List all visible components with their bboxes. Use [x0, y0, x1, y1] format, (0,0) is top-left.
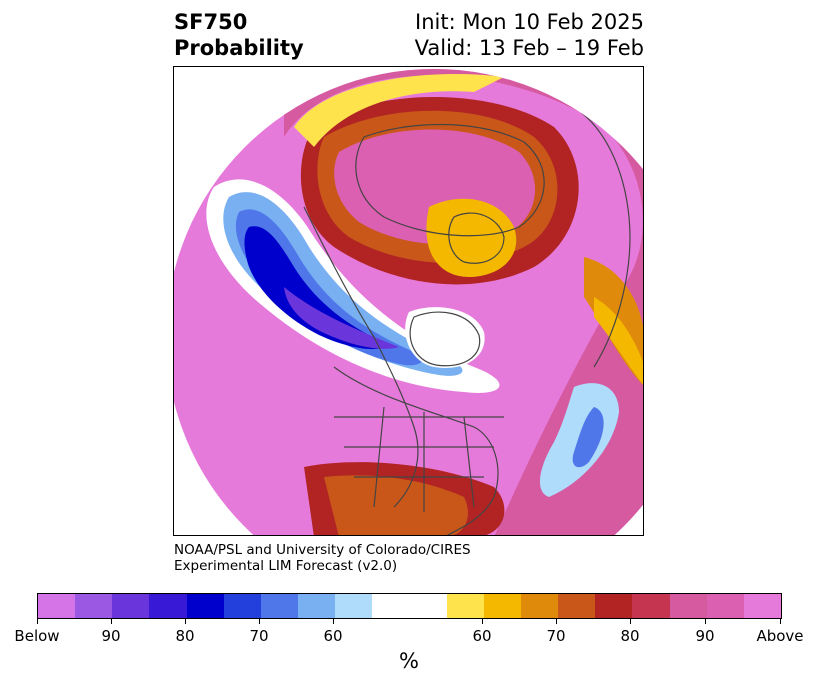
- colorbar-segment: [112, 594, 150, 618]
- colorbar-segment: [38, 594, 76, 618]
- colorbar-unit: %: [399, 649, 419, 673]
- north-rim-yellow: [294, 74, 504, 147]
- colorbar-tickmark: [705, 619, 706, 624]
- atlantic-blue-core: [572, 407, 604, 468]
- pole-white: [405, 307, 485, 368]
- credit-text: NOAA/PSL and University of Colorado/CIRE…: [174, 542, 471, 574]
- colorbar-segment: [595, 594, 633, 618]
- colorbar-segment: [706, 594, 744, 618]
- colorbar-segment: [632, 594, 670, 618]
- colorbar-segment: [372, 594, 447, 618]
- colorbar-tick-label: 70: [249, 627, 269, 645]
- colorbar-tickmark: [333, 619, 334, 624]
- colorbar-segment: [483, 594, 522, 618]
- colorbar-tick-label: 80: [620, 627, 640, 645]
- variable-name: SF750: [174, 10, 248, 34]
- colorbar-segment: [75, 594, 113, 618]
- colorbar-segment: [521, 594, 559, 618]
- title-left: SF750 Probability: [174, 9, 304, 61]
- colorbar-tick-label: 80: [175, 627, 195, 645]
- colorbar-segment: [446, 594, 484, 618]
- colorbar-tickmark: [185, 619, 186, 624]
- colorbar-segment: [260, 594, 299, 618]
- colorbar-tickmark: [556, 619, 557, 624]
- colorbar-tick-label: Above: [756, 627, 804, 645]
- colorbar-tick-label: 60: [472, 627, 492, 645]
- credit-line-2: Experimental LIM Forecast (v2.0): [174, 558, 398, 574]
- init-date: Init: Mon 10 Feb 2025: [415, 10, 644, 34]
- colorbar-segment: [558, 594, 596, 618]
- colorbar-tickmark: [111, 619, 112, 624]
- colorbar-tickmark: [780, 619, 781, 624]
- colorbar-segment: [186, 594, 224, 618]
- colorbar-tick-label: Below: [14, 627, 60, 645]
- variable-type: Probability: [174, 36, 304, 60]
- blue-band-mid: [235, 209, 423, 366]
- colorbar-tickmark: [630, 619, 631, 624]
- colorbar-segment: [669, 594, 707, 618]
- colorbar-segment: [743, 594, 782, 618]
- colorbar-tick-label: 70: [546, 627, 566, 645]
- colorbar-tick-label: 90: [101, 627, 121, 645]
- colorbar-tickmark: [482, 619, 483, 624]
- blue-band-core: [244, 226, 389, 350]
- atlantic-yellow: [594, 297, 643, 387]
- colorbar-segment: [298, 594, 336, 618]
- colorbar-segment: [223, 594, 261, 618]
- valid-range: Valid: 13 Feb – 19 Feb: [414, 36, 644, 60]
- colorbar-segment: [149, 594, 187, 618]
- blue-band-purple: [284, 287, 399, 349]
- map-panel: [173, 66, 644, 536]
- colorbar-tick-label: 90: [695, 627, 715, 645]
- coastlines: [303, 106, 631, 535]
- colorbar-tickmark: [259, 619, 260, 624]
- title-right: Init: Mon 10 Feb 2025 Valid: 13 Feb – 19…: [415, 9, 644, 61]
- colorbar-segment: [335, 594, 373, 618]
- polar-map: [174, 69, 643, 535]
- arctic-red-band: [284, 69, 643, 535]
- us-south-orange: [324, 475, 468, 535]
- colorbar-tickmark: [37, 619, 38, 624]
- colorbar-tick-label: 60: [323, 627, 343, 645]
- colorbar: [37, 593, 782, 619]
- credit-line-1: NOAA/PSL and University of Colorado/CIRE…: [174, 542, 471, 558]
